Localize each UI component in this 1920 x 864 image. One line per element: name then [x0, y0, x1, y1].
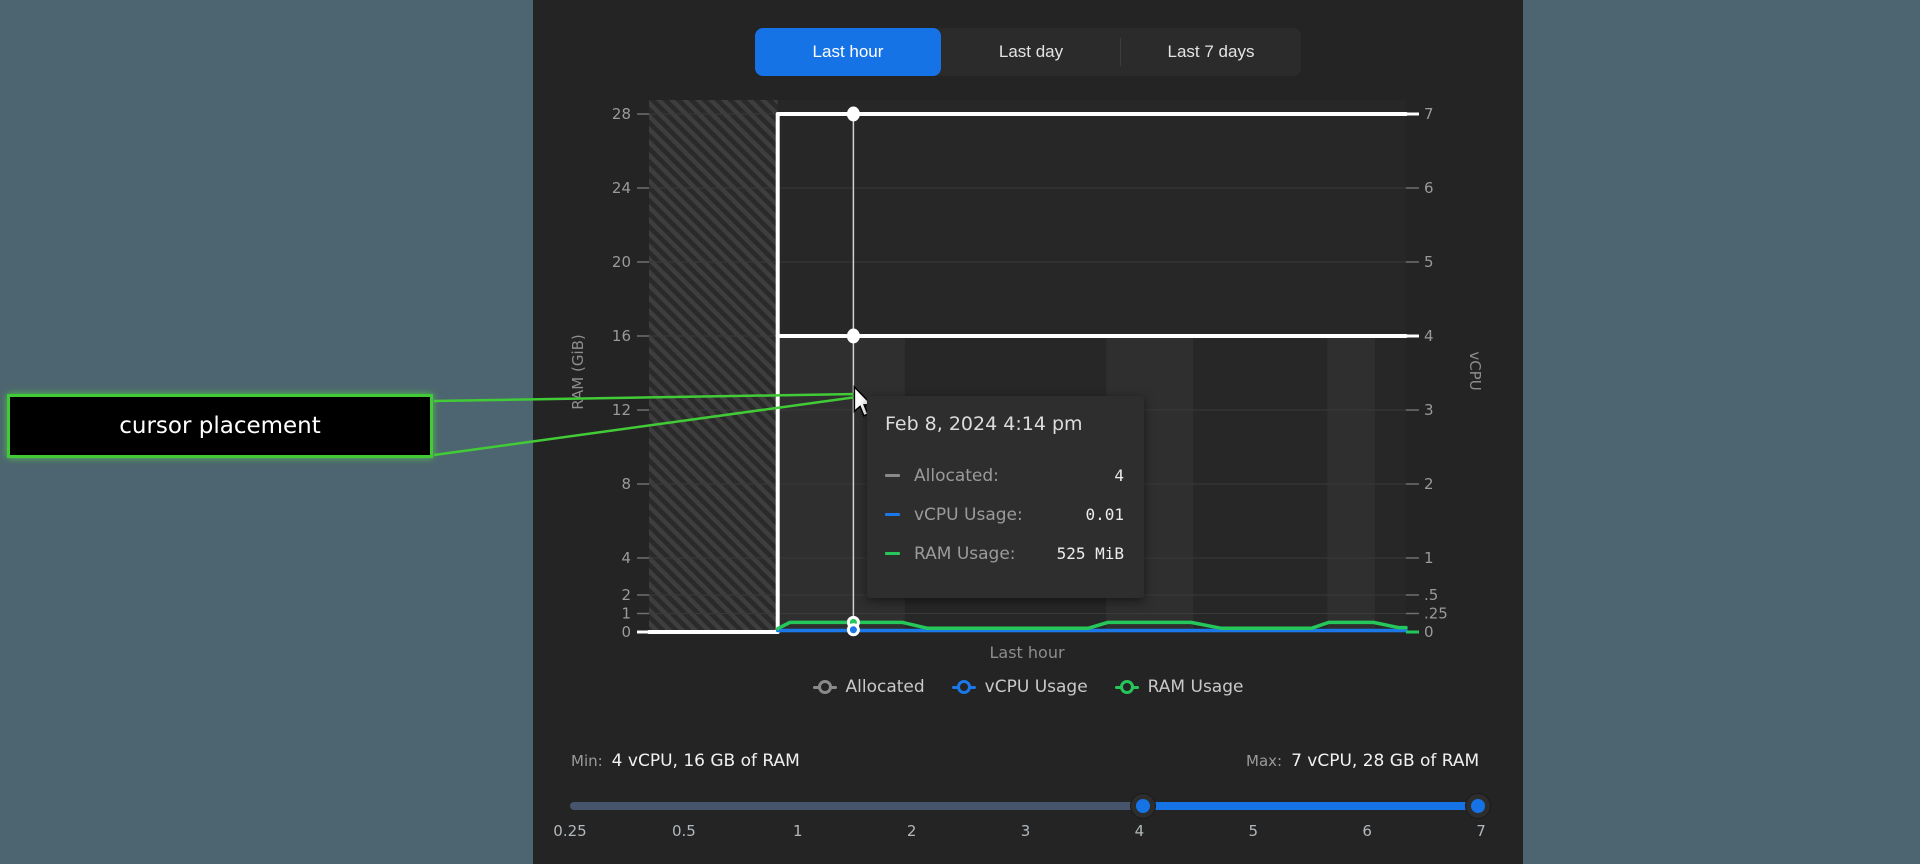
tooltip-row-ram-usage: RAM Usage: 525 MiB — [885, 534, 1124, 573]
slider-stop-7: 7 — [1476, 822, 1486, 840]
allocated-series-icon — [885, 474, 900, 477]
tooltip-row-vcpu-usage: vCPU Usage: 0.01 — [885, 495, 1124, 534]
tooltip-row-allocated: Allocated: 4 — [885, 456, 1124, 495]
max-summary: Max: 7 vCPU, 28 GB of RAM — [1246, 751, 1480, 771]
chart-legend: Allocated vCPU Usage RAM Usage — [533, 670, 1523, 704]
slider-track[interactable] — [570, 802, 1478, 810]
slider-stop-6: 6 — [1362, 822, 1372, 840]
slider-stop-0.5: 0.5 — [671, 822, 696, 840]
axis-tick-label: 2 — [1424, 475, 1434, 493]
annotation-callout: cursor placement — [7, 394, 433, 458]
legend-item-vcpu-usage[interactable]: vCPU Usage — [951, 677, 1088, 697]
hover-marker-dot — [846, 328, 860, 344]
time-range-tabs: Last hour Last day Last 7 days — [755, 28, 1301, 76]
axis-tick-label: 28 — [612, 105, 631, 123]
axis-tick-label: 1 — [1424, 549, 1434, 567]
left-axis-title: RAM (GiB) — [569, 334, 587, 410]
axis-tick-label: 20 — [612, 253, 631, 271]
slider-stop-0.25: 0.25 — [553, 822, 587, 840]
axis-tick-label: 2 — [621, 586, 631, 604]
x-axis-label: Last hour — [989, 643, 1064, 662]
callout-line-bottom — [433, 395, 857, 457]
axis-tick-label: 7 — [1424, 105, 1434, 123]
hover-marker-ring — [846, 623, 860, 637]
slider-stop-3: 3 — [1020, 822, 1031, 840]
axis-tick-label: 8 — [621, 475, 631, 493]
max-value: 7 vCPU, 28 GB of RAM — [1291, 751, 1480, 771]
min-summary: Min: 4 vCPU, 16 GB of RAM — [571, 751, 800, 771]
slider-handle-max[interactable] — [1466, 794, 1490, 818]
ram-legend-icon — [1114, 680, 1139, 694]
tab-last-day[interactable]: Last day — [941, 28, 1121, 76]
axis-tick-label: 4 — [1424, 327, 1434, 345]
vcpu-legend-icon — [951, 680, 976, 694]
callout-line-top — [433, 392, 857, 403]
tooltip-timestamp: Feb 8, 2024 4:14 pm — [885, 413, 1083, 435]
axis-tick-label: 16 — [612, 327, 631, 345]
slider-handle-min[interactable] — [1131, 794, 1155, 818]
axis-tick-label: 0 — [621, 623, 631, 641]
chart-tooltip: Feb 8, 2024 4:14 pm Allocated: 4 vCPU Us… — [867, 396, 1144, 598]
axis-tick-label: 24 — [612, 179, 631, 197]
slider-stop-5: 5 — [1248, 822, 1259, 840]
slider-stop-1: 1 — [792, 822, 803, 840]
min-value: 4 vCPU, 16 GB of RAM — [611, 751, 800, 771]
axis-tick-label: 12 — [612, 401, 631, 419]
slider-stop-2: 2 — [906, 822, 917, 840]
axis-tick-label: 1 — [621, 605, 631, 623]
tab-divider — [1120, 38, 1121, 66]
slider-selected-range[interactable] — [1143, 802, 1478, 810]
ram-series-icon — [885, 552, 900, 555]
axis-tick-label: .25 — [1424, 605, 1448, 623]
right-axis-title: vCPU — [1466, 351, 1484, 390]
series-allocated-ram-gib- — [647, 112, 1408, 634]
allocated-legend-icon — [812, 680, 837, 694]
annotation-label: cursor placement — [119, 413, 321, 439]
legend-item-allocated[interactable]: Allocated — [812, 677, 925, 697]
legend-item-ram-usage[interactable]: RAM Usage — [1114, 677, 1243, 697]
hover-marker-dot — [846, 106, 860, 122]
axis-tick-label: 6 — [1424, 179, 1434, 197]
axis-tick-label: 4 — [621, 549, 631, 567]
no-data-hatch — [649, 100, 778, 632]
axis-tick-label: 5 — [1424, 253, 1434, 271]
vcpu-series-icon — [885, 513, 900, 516]
slider-stop-4: 4 — [1134, 822, 1145, 840]
tab-last-hour[interactable]: Last hour — [755, 28, 941, 76]
axis-tick-label: 3 — [1424, 401, 1434, 419]
slider-stop-labels: 0.25 0.5 1 2 3 4 5 6 7 — [553, 822, 1485, 842]
tab-last-7-days[interactable]: Last 7 days — [1121, 28, 1301, 76]
axis-tick-label: .5 — [1424, 586, 1438, 604]
axis-tick-label: 0 — [1424, 623, 1434, 641]
series-ram-usage — [775, 620, 1408, 631]
